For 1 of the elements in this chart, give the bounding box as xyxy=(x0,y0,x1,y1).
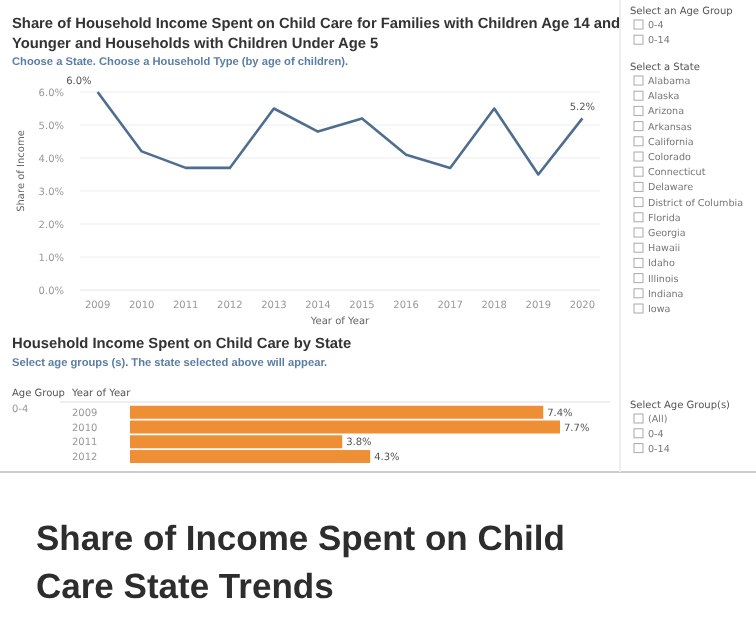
text: Share of Income Spent on Child Care State Trends xyxy=(36,518,565,606)
